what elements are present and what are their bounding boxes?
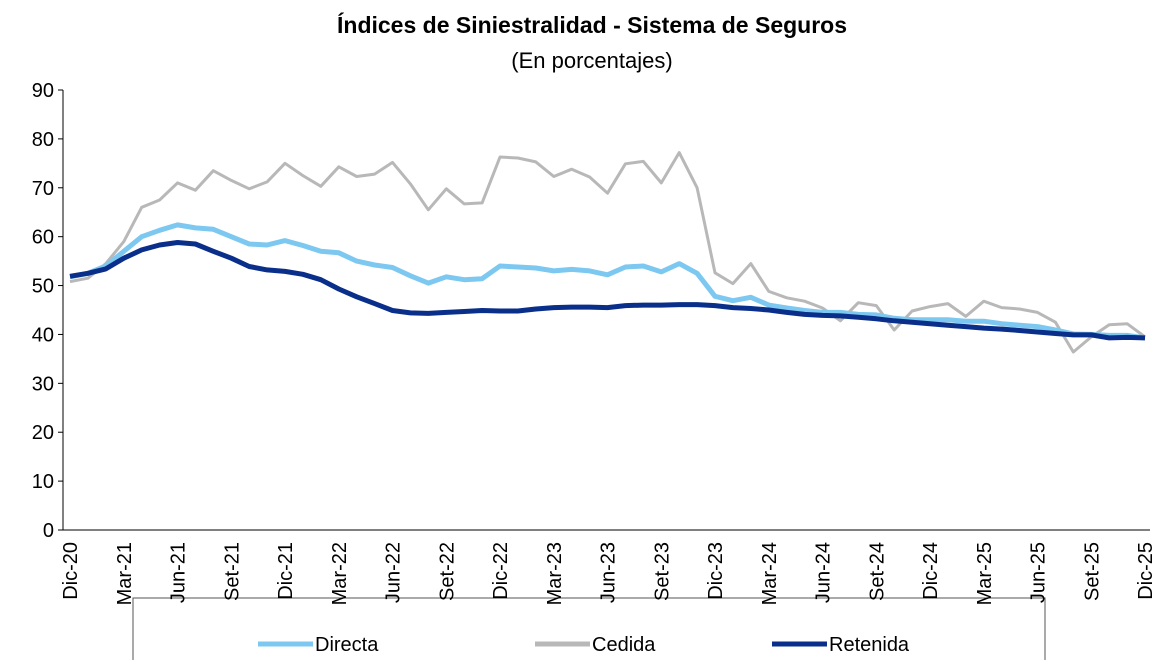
y-tick-label: 50 xyxy=(32,276,54,298)
series-line xyxy=(69,222,1146,341)
x-tick-label: Dic-21 xyxy=(275,542,297,600)
y-tick-label: 30 xyxy=(32,373,54,395)
x-tick-label: Mar-23 xyxy=(544,542,566,605)
y-tick-label: 60 xyxy=(32,227,54,249)
y-tick-label: 40 xyxy=(32,324,54,346)
legend-label: Directa xyxy=(315,634,379,656)
y-tick-label: 80 xyxy=(32,129,54,151)
x-tick-label: Set-21 xyxy=(221,542,243,601)
x-tick-label: Set-23 xyxy=(651,542,673,601)
x-tick-label: Jun-23 xyxy=(598,542,620,603)
x-tick-label: Set-22 xyxy=(436,542,458,601)
x-tick-label: Jun-22 xyxy=(383,542,405,603)
x-tick-label: Jun-24 xyxy=(813,542,835,603)
x-tick-label: Dic-22 xyxy=(490,542,512,600)
x-tick-label: Mar-25 xyxy=(974,542,996,605)
y-tick-label: 0 xyxy=(43,520,54,542)
chart-subtitle: (En porcentajes) xyxy=(511,48,672,73)
y-tick-label: 70 xyxy=(32,178,54,200)
x-tick-label: Dic-20 xyxy=(60,542,82,600)
y-tick-label: 20 xyxy=(32,422,54,444)
x-tick-label: Mar-24 xyxy=(759,542,781,605)
x-tick-label: Set-25 xyxy=(1081,542,1103,601)
series-line xyxy=(69,151,1146,354)
legend-label: Cedida xyxy=(592,634,656,656)
x-tick-label: Mar-21 xyxy=(114,542,136,605)
x-tick-label: Dic-23 xyxy=(705,542,727,600)
x-tick-label: Dic-25 xyxy=(1135,542,1157,600)
x-tick-label: Jun-21 xyxy=(168,542,190,603)
legend-label: Retenida xyxy=(829,634,910,656)
chart-title: Índices de Siniestralidad - Sistema de S… xyxy=(337,11,847,38)
legend-box xyxy=(132,597,1046,660)
y-tick-label: 90 xyxy=(32,80,54,102)
series-line xyxy=(69,240,1146,341)
x-tick-label: Mar-22 xyxy=(329,542,351,605)
x-tick-label: Jun-25 xyxy=(1028,542,1050,603)
y-tick-label: 10 xyxy=(32,471,54,493)
x-tick-label: Set-24 xyxy=(866,542,888,601)
x-tick-label: Dic-24 xyxy=(920,542,942,600)
